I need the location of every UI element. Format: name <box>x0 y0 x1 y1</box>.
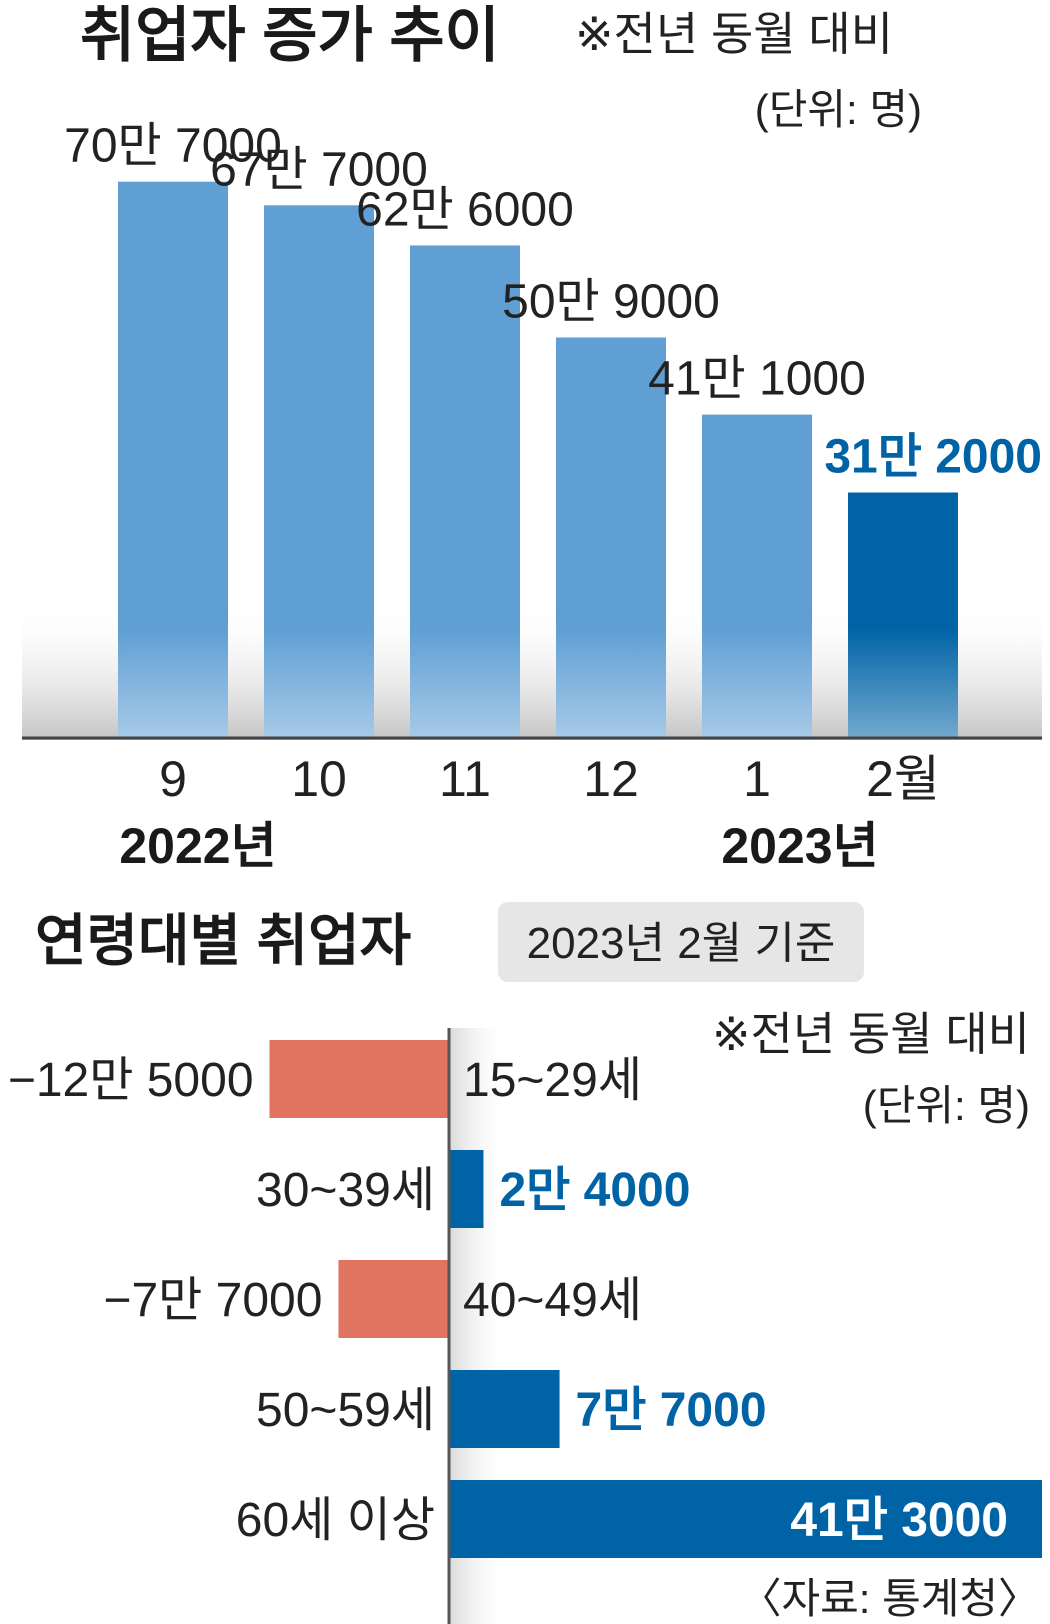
date-badge: 2023년 2월 기준 <box>527 919 836 968</box>
value-label-5: 31만 2000 <box>824 431 1042 484</box>
bar-fade-0 <box>118 628 228 738</box>
chart1-note: ※전년 동월 대비 <box>575 8 893 60</box>
chart1-title: 취업자 증가 추이 <box>80 2 500 69</box>
age-value-0: −12만 5000 <box>8 1054 254 1107</box>
age-bar-0 <box>269 1040 449 1118</box>
age-value-4: 41만 3000 <box>790 1494 1008 1547</box>
age-group-chart: 연령대별 취업자 2023년 2월 기준 15~29세 −12만 5000 30~3… <box>8 902 1042 1624</box>
badge-background <box>498 902 864 982</box>
age-bar-4 <box>449 1480 1042 1558</box>
chart2-title: 연령대별 취업자 <box>35 909 411 972</box>
age-bar-3 <box>449 1370 560 1448</box>
employment-trend-chart: 취업자 증가 추이 ※전년 동월 대비 (단위: 명) 70만 700067만 … <box>22 2 1042 874</box>
category-label-2: 11 <box>439 751 491 807</box>
value-label-0: 70만 7000 <box>64 120 282 173</box>
source-label: 〈자료: 통계청〉 <box>739 1575 1040 1622</box>
age-category-3: 50~59세 <box>256 1384 435 1437</box>
value-label-4: 41만 1000 <box>648 353 866 406</box>
bar-fade-2 <box>410 628 520 738</box>
age-value-2: −7만 7000 <box>103 1274 322 1327</box>
bar-fade-1 <box>264 628 374 738</box>
value-label-3: 50만 9000 <box>502 275 720 328</box>
chart2-unit: (단위: 명) <box>863 1082 1030 1129</box>
value-label-2: 62만 6000 <box>356 183 574 236</box>
chart1-unit: (단위: 명) <box>755 86 922 133</box>
value-label-1: 67만 7000 <box>210 143 428 196</box>
bar-fade-5 <box>848 628 958 738</box>
chart2-note: ※전년 동월 대비 <box>712 1008 1030 1060</box>
age-category-1: 30~39세 <box>256 1164 435 1217</box>
age-category-0: 15~29세 <box>463 1054 642 1107</box>
bar-fade-4 <box>702 628 812 738</box>
category-label-3: 12 <box>583 751 639 807</box>
age-value-1: 2만 4000 <box>499 1164 690 1217</box>
year-label-2023: 2023년 <box>721 818 878 874</box>
category-label-0: 9 <box>159 751 187 807</box>
age-bar-1 <box>449 1150 484 1228</box>
year-label-2022: 2022년 <box>119 818 276 874</box>
age-category-4: 60세 이상 <box>236 1494 435 1547</box>
age-category-2: 40~49세 <box>463 1274 642 1327</box>
category-label-1: 10 <box>291 751 347 807</box>
age-value-3: 7만 7000 <box>576 1384 767 1437</box>
category-label-5: 2월 <box>866 751 940 807</box>
bar-fade-3 <box>556 628 666 738</box>
category-label-4: 1 <box>743 751 771 807</box>
age-bar-2 <box>338 1260 449 1338</box>
